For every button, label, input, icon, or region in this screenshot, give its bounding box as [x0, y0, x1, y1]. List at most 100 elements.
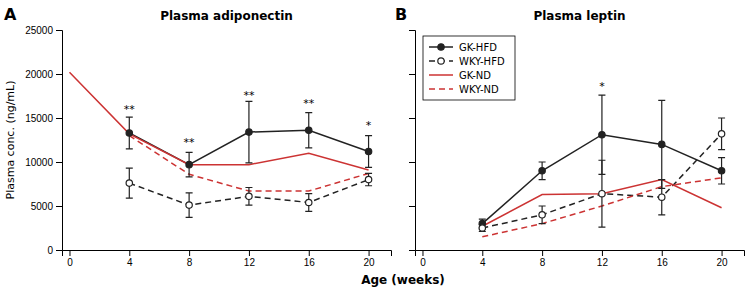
- y-axis: [409, 31, 416, 251]
- panel-label: B: [395, 5, 407, 24]
- chart-title: Plasma leptin: [533, 9, 625, 23]
- figure: 0 4 8 12 16 20 0 5000 10000 15000 20000 25000 Plasma…: [0, 0, 754, 292]
- tick-label: 20: [364, 257, 376, 268]
- axis-line: [56, 31, 63, 251]
- error-bar: [305, 113, 312, 148]
- tick-label: 8: [540, 257, 546, 268]
- tick-mark: [56, 206, 62, 207]
- tick-label: 0: [67, 257, 73, 268]
- tick-label: 16: [304, 257, 316, 268]
- annotation: **: [243, 89, 255, 102]
- tick-mark: [542, 250, 543, 256]
- tick-label: 8: [187, 257, 193, 268]
- data-point: [186, 161, 192, 167]
- tick: 0: [420, 250, 426, 268]
- tick-mark: [56, 30, 62, 31]
- axis-line: [63, 251, 392, 257]
- tick: 10000: [25, 157, 62, 168]
- tick: 12: [597, 250, 609, 268]
- data-point: [659, 194, 665, 200]
- tick-mark: [369, 250, 370, 256]
- tick: 20: [717, 250, 729, 268]
- tick-mark: [56, 74, 62, 75]
- y-axis: 0 5000 10000 15000 20000 25000: [25, 25, 62, 256]
- data-point: [718, 168, 724, 174]
- data-point: [365, 148, 371, 154]
- tick-mark: [422, 250, 423, 256]
- tick-label: 25000: [25, 25, 53, 36]
- data-point: [599, 132, 605, 138]
- tick: 25000: [25, 25, 62, 36]
- tick-label: 4: [127, 257, 133, 268]
- tick: 4: [127, 250, 133, 268]
- tick-mark: [409, 162, 415, 163]
- tick: 0: [67, 250, 73, 268]
- plot-area: [479, 95, 725, 237]
- error-bar: [126, 168, 133, 198]
- tick-label: 12: [244, 257, 256, 268]
- annotation: **: [303, 97, 315, 110]
- data-point: [479, 225, 485, 231]
- tick-mark: [129, 250, 130, 256]
- legend-swatch: [429, 88, 453, 90]
- tick-label: 4: [480, 257, 486, 268]
- legend-swatch: [429, 74, 453, 76]
- tick-mark: [722, 250, 723, 256]
- plot-area: [69, 72, 372, 217]
- tick-mark: [249, 250, 250, 256]
- tick: 16: [304, 250, 316, 268]
- legend-label: WKY-ND: [459, 84, 499, 95]
- tick: [409, 118, 415, 119]
- x-axis-title: Age (weeks): [361, 273, 445, 287]
- error-bar: [479, 224, 486, 231]
- error-bar: [658, 100, 665, 188]
- tick: 5000: [31, 201, 62, 212]
- error-bar: [245, 188, 252, 206]
- data-point: [659, 141, 665, 147]
- data-point: [126, 130, 132, 136]
- legend-marker: [438, 58, 444, 64]
- tick-mark: [56, 162, 62, 163]
- tick: [409, 74, 415, 75]
- tick-label: 16: [657, 257, 669, 268]
- tick: 20000: [25, 69, 62, 80]
- tick-label: 20000: [25, 69, 53, 80]
- legend-label: WKY-HFD: [459, 56, 505, 67]
- data-point: [126, 180, 132, 186]
- legend-item: GK-HFD: [429, 42, 497, 53]
- error-bar: [245, 101, 252, 163]
- tick-mark: [409, 118, 415, 119]
- data-point: [306, 199, 312, 205]
- panel-label: A: [4, 5, 17, 24]
- tick-mark: [69, 250, 70, 256]
- data-point: [539, 168, 545, 174]
- legend-marker: [438, 44, 444, 50]
- x-axis: 0 4 8 12 16 20: [63, 250, 392, 268]
- tick: 12: [244, 250, 256, 268]
- error-bar: [186, 193, 193, 218]
- axis-line: [416, 251, 745, 257]
- legend: GK-HFD WKY-HFD GK-ND WKY-ND: [423, 36, 515, 100]
- tick: [409, 162, 415, 163]
- error-bar: [598, 160, 605, 227]
- tick-mark: [482, 250, 483, 256]
- annotation: *: [599, 80, 605, 93]
- tick-mark: [56, 118, 62, 119]
- data-point: [186, 202, 192, 208]
- tick: 15000: [25, 113, 62, 124]
- annotation: **: [124, 103, 136, 116]
- legend-item: WKY-HFD: [429, 56, 505, 67]
- error-bar: [305, 194, 312, 212]
- tick-mark: [56, 250, 62, 251]
- data-point: [599, 190, 605, 196]
- tick-label: 0: [420, 257, 426, 268]
- data-point: [718, 131, 724, 137]
- legend-item: GK-ND: [429, 70, 491, 81]
- data-point: [539, 212, 545, 218]
- axis-line: [409, 31, 416, 251]
- tick: 0: [47, 245, 62, 256]
- tick-mark: [409, 250, 415, 251]
- data-point: [365, 176, 371, 182]
- tick-label: 12: [597, 257, 609, 268]
- tick-mark: [189, 250, 190, 256]
